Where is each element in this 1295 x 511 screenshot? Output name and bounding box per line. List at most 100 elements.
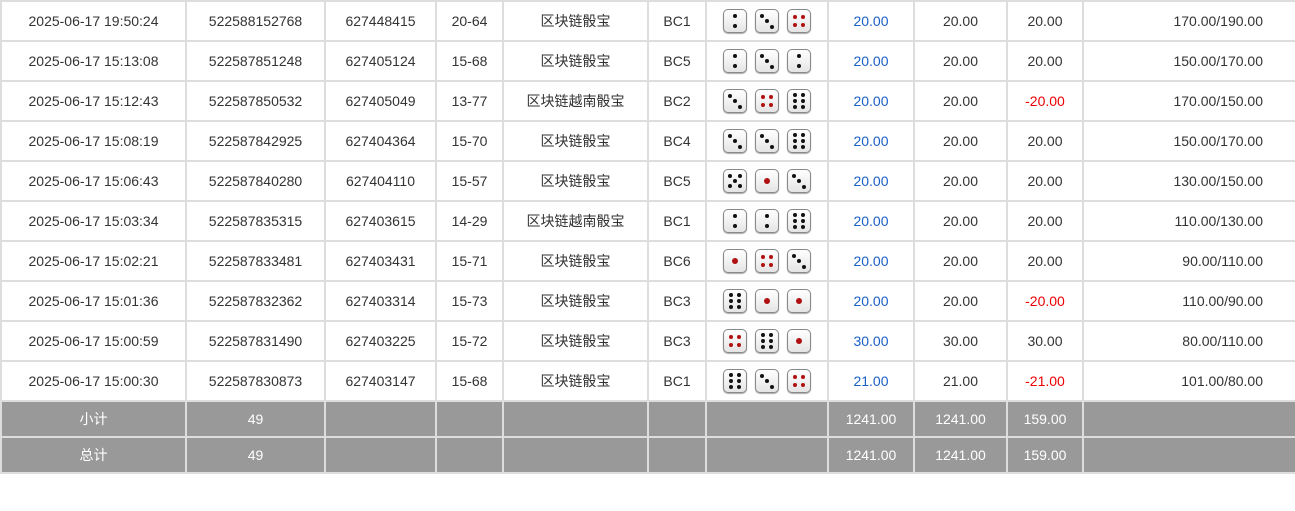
- dice-group: [723, 329, 811, 353]
- table-row: 2025-06-17 15:03:34 522587835315 627403615…: [0, 200, 1295, 242]
- order-number: 522587850532: [185, 80, 326, 122]
- die-2-icon: [723, 9, 747, 33]
- bet-time: 2025-06-17 15:00:30: [0, 360, 187, 402]
- table-row: 2025-06-17 15:12:43 522587850532 627405049…: [0, 80, 1295, 122]
- game-name: 区块链越南骰宝: [502, 80, 649, 122]
- win-loss: 20.00: [1006, 0, 1084, 42]
- table-number: 15-68: [435, 40, 504, 82]
- balance: 90.00/110.00: [1082, 240, 1295, 282]
- valid-amount: 20.00: [913, 160, 1008, 202]
- dice-group: [723, 49, 811, 73]
- bet-time: 2025-06-17 15:08:19: [0, 120, 187, 162]
- subtotal-label: 小计: [0, 400, 187, 438]
- issue-number: 627403431: [324, 240, 437, 282]
- total-row: 总计 49 1241.00 1241.00 159.00: [0, 436, 1295, 474]
- bet-time: 2025-06-17 15:03:34: [0, 200, 187, 242]
- bet-time: 2025-06-17 15:02:21: [0, 240, 187, 282]
- bet-time: 2025-06-17 15:12:43: [0, 80, 187, 122]
- order-number: 522588152768: [185, 0, 326, 42]
- room-code: BC1: [647, 200, 707, 242]
- game-name: 区块链骰宝: [502, 320, 649, 362]
- dice-result: [705, 40, 829, 82]
- win-loss: -20.00: [1006, 280, 1084, 322]
- valid-amount: 20.00: [913, 120, 1008, 162]
- die-6-icon: [723, 289, 747, 313]
- room-code: BC1: [647, 0, 707, 42]
- die-4-icon: [787, 369, 811, 393]
- die-3-icon: [755, 129, 779, 153]
- win-loss: -21.00: [1006, 360, 1084, 402]
- valid-amount: 20.00: [913, 80, 1008, 122]
- game-name: 区块链骰宝: [502, 0, 649, 42]
- balance: 110.00/130.00: [1082, 200, 1295, 242]
- die-3-icon: [755, 49, 779, 73]
- dice-group: [723, 9, 811, 33]
- die-2-icon: [787, 49, 811, 73]
- die-3-icon: [755, 369, 779, 393]
- die-6-icon: [787, 129, 811, 153]
- valid-amount: 20.00: [913, 0, 1008, 42]
- table-row: 2025-06-17 15:00:30 522587830873 627403147…: [0, 360, 1295, 402]
- table-row: 2025-06-17 15:06:43 522587840280 627404110…: [0, 160, 1295, 202]
- table-number: 15-73: [435, 280, 504, 322]
- valid-amount: 20.00: [913, 280, 1008, 322]
- dice-result: [705, 360, 829, 402]
- total-bet: 1241.00: [827, 436, 915, 474]
- die-6-icon: [723, 369, 747, 393]
- balance: 150.00/170.00: [1082, 40, 1295, 82]
- dice-result: [705, 160, 829, 202]
- bet-time: 2025-06-17 15:00:59: [0, 320, 187, 362]
- die-3-icon: [723, 89, 747, 113]
- bet-amount: 21.00: [827, 360, 915, 402]
- issue-number: 627405124: [324, 40, 437, 82]
- bet-amount: 20.00: [827, 240, 915, 282]
- dice-result: [705, 240, 829, 282]
- dice-result: [705, 320, 829, 362]
- room-code: BC3: [647, 320, 707, 362]
- win-loss: 20.00: [1006, 40, 1084, 82]
- table-row: 2025-06-17 19:50:24 522588152768 627448415…: [0, 0, 1295, 42]
- order-number: 522587832362: [185, 280, 326, 322]
- table-number: 14-29: [435, 200, 504, 242]
- bet-records-table: 2025-06-17 19:50:24 522588152768 627448415…: [0, 0, 1295, 474]
- dice-group: [723, 209, 811, 233]
- balance: 80.00/110.00: [1082, 320, 1295, 362]
- table-row: 2025-06-17 15:13:08 522587851248 627405124…: [0, 40, 1295, 82]
- room-code: BC1: [647, 360, 707, 402]
- dice-group: [723, 169, 811, 193]
- issue-number: 627403225: [324, 320, 437, 362]
- bet-amount: 20.00: [827, 40, 915, 82]
- dice-result: [705, 0, 829, 42]
- bet-time: 2025-06-17 15:06:43: [0, 160, 187, 202]
- die-2-icon: [723, 209, 747, 233]
- die-4-icon: [723, 329, 747, 353]
- balance: 101.00/80.00: [1082, 360, 1295, 402]
- table-number: 15-57: [435, 160, 504, 202]
- table-number: 15-70: [435, 120, 504, 162]
- die-3-icon: [755, 9, 779, 33]
- table-number: 15-71: [435, 240, 504, 282]
- valid-amount: 20.00: [913, 240, 1008, 282]
- issue-number: 627405049: [324, 80, 437, 122]
- die-4-icon: [755, 89, 779, 113]
- game-name: 区块链骰宝: [502, 280, 649, 322]
- table-number: 20-64: [435, 0, 504, 42]
- die-1-icon: [787, 329, 811, 353]
- order-number: 522587830873: [185, 360, 326, 402]
- order-number: 522587833481: [185, 240, 326, 282]
- die-5-icon: [723, 169, 747, 193]
- win-loss: 20.00: [1006, 240, 1084, 282]
- die-1-icon: [723, 249, 747, 273]
- dice-group: [723, 289, 811, 313]
- table-number: 15-72: [435, 320, 504, 362]
- game-name: 区块链骰宝: [502, 360, 649, 402]
- table-body: 2025-06-17 19:50:24 522588152768 627448415…: [0, 0, 1295, 402]
- room-code: BC6: [647, 240, 707, 282]
- dice-result: [705, 200, 829, 242]
- subtotal-bet: 1241.00: [827, 400, 915, 438]
- valid-amount: 20.00: [913, 40, 1008, 82]
- room-code: BC4: [647, 120, 707, 162]
- bet-amount: 20.00: [827, 200, 915, 242]
- bet-amount: 20.00: [827, 120, 915, 162]
- balance: 150.00/170.00: [1082, 120, 1295, 162]
